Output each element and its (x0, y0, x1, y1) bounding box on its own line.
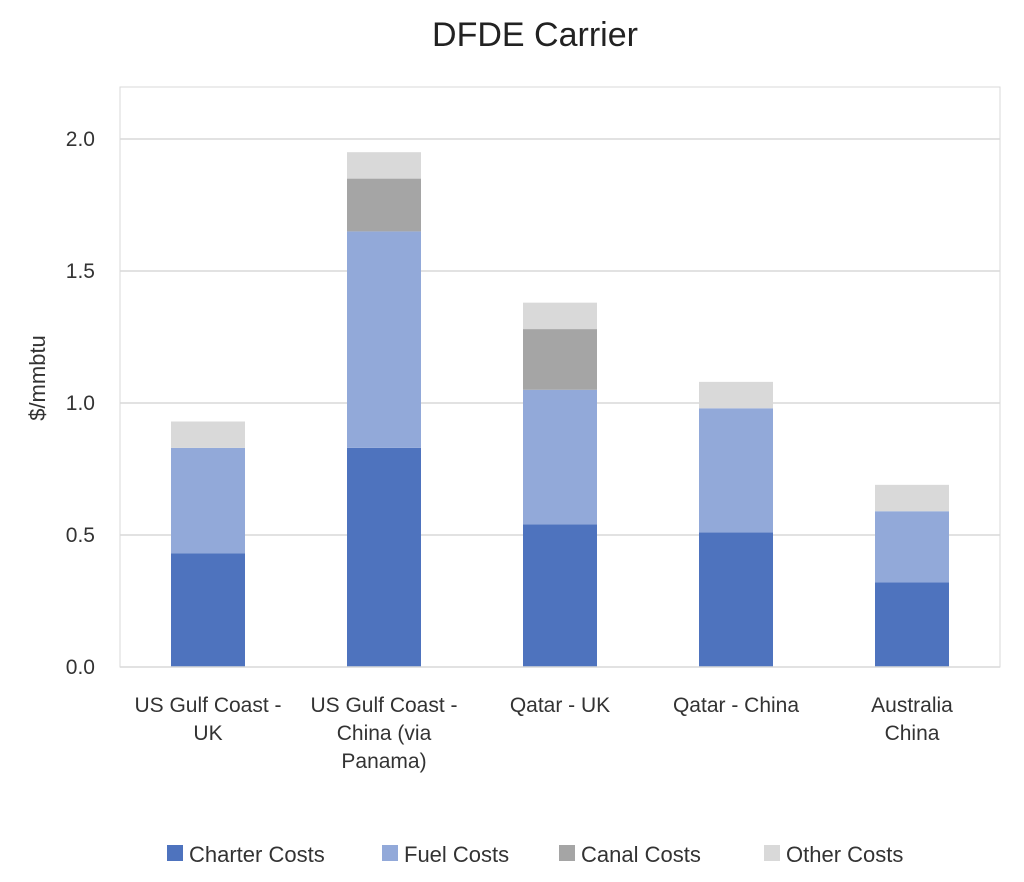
bar-segment (875, 511, 949, 583)
y-tick-label: 0.0 (66, 656, 95, 679)
bar-segment (875, 582, 949, 667)
x-tick-label: Panama) (341, 750, 426, 773)
y-tick-label: 0.5 (66, 524, 95, 547)
bar-segment (699, 408, 773, 533)
legend: Charter Costs Fuel Costs Canal Costs Other … (167, 842, 903, 867)
bar-segment (523, 329, 597, 390)
y-tick-label: 1.0 (66, 392, 95, 415)
bar-segment (347, 178, 421, 232)
bar-segment (171, 421, 245, 448)
chart-title: DFDE Carrier (432, 16, 638, 54)
bar-segment (171, 553, 245, 667)
legend-label: Other Costs (786, 842, 903, 867)
y-axis-ticks: 0.0 0.5 1.0 1.5 2.0 (66, 128, 95, 679)
bar-segment (523, 389, 597, 525)
y-tick-label: 1.5 (66, 260, 95, 283)
x-tick-label: Australia (871, 694, 953, 717)
x-tick-label: US Gulf Coast - (310, 694, 457, 717)
bar-segment (347, 152, 421, 179)
bar-segment (875, 484, 949, 512)
bar-segment (347, 231, 421, 448)
x-tick-label: UK (193, 722, 222, 745)
legend-swatch (559, 845, 575, 861)
x-tick-label: China (885, 722, 940, 745)
legend-swatch (382, 845, 398, 861)
y-axis-label: $/mmbtu (25, 335, 50, 421)
bar-segment (699, 532, 773, 667)
bar-segment (523, 302, 597, 330)
legend-label: Fuel Costs (404, 842, 509, 867)
x-tick-label: China (via (337, 722, 432, 745)
x-axis-labels: US Gulf Coast - UK US Gulf Coast - China (v… (134, 694, 953, 773)
bar-segment (347, 447, 421, 667)
bars (171, 152, 949, 667)
legend-label: Charter Costs (189, 842, 325, 867)
bar-segment (523, 524, 597, 667)
y-tick-label: 2.0 (66, 128, 95, 151)
x-tick-label: Qatar - China (673, 694, 799, 717)
legend-swatch (764, 845, 780, 861)
bar-segment (171, 447, 245, 554)
legend-label: Canal Costs (581, 842, 701, 867)
bar-segment (699, 381, 773, 409)
x-tick-label: Qatar - UK (510, 694, 610, 717)
legend-swatch (167, 845, 183, 861)
x-tick-label: US Gulf Coast - (134, 694, 281, 717)
